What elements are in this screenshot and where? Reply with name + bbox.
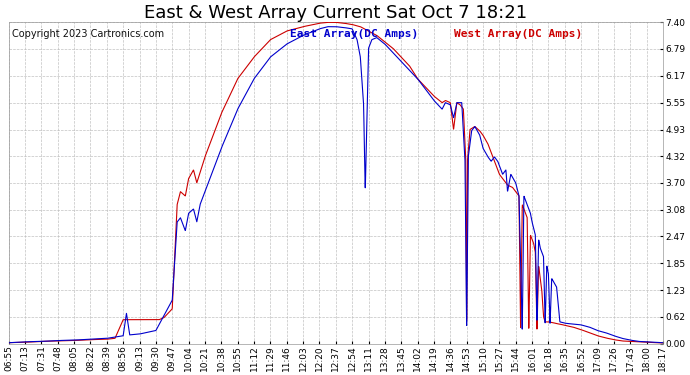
Text: East Array(DC Amps): East Array(DC Amps) bbox=[290, 29, 418, 39]
Text: Copyright 2023 Cartronics.com: Copyright 2023 Cartronics.com bbox=[12, 29, 164, 39]
Title: East & West Array Current Sat Oct 7 18:21: East & West Array Current Sat Oct 7 18:2… bbox=[144, 4, 527, 22]
Text: West Array(DC Amps): West Array(DC Amps) bbox=[453, 29, 582, 39]
